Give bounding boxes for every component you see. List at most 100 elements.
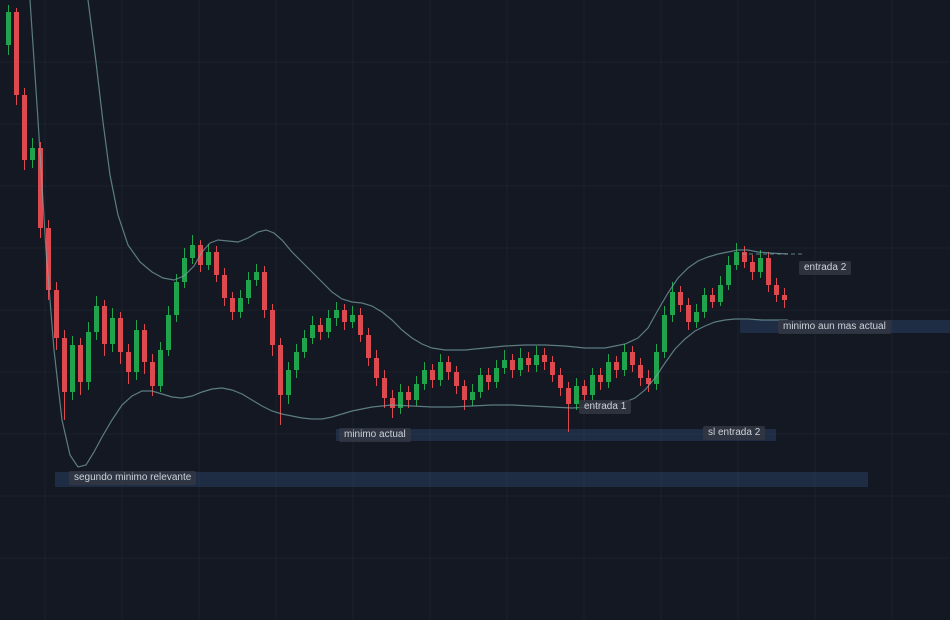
candle-body (6, 12, 11, 45)
candle-body (478, 375, 483, 392)
candle-body (774, 285, 779, 295)
candle-body (558, 375, 563, 388)
candlestick-series (6, 5, 787, 432)
candle-body (30, 148, 35, 160)
candle-body (718, 285, 723, 302)
candle-body (286, 370, 291, 395)
annotation-entrada-2[interactable]: entrada 2 (799, 261, 852, 275)
candle-body (78, 345, 83, 382)
candle-body (494, 368, 499, 382)
candle-body (574, 386, 579, 404)
candle-body (758, 258, 763, 272)
candle-body (742, 252, 747, 262)
candle-body (550, 362, 555, 375)
candle-body (350, 315, 355, 322)
candle-body (294, 352, 299, 370)
annotation-segundo-minimo-relevante[interactable]: segundo minimo relevante (69, 471, 197, 485)
candle-body (190, 245, 195, 258)
candle-body (518, 358, 523, 370)
candle-body (142, 330, 147, 362)
candle-body (606, 362, 611, 382)
candle-body (222, 275, 227, 298)
candle-body (302, 338, 307, 352)
annotation-entrada-1[interactable]: entrada 1 (579, 400, 632, 414)
candle-body (502, 360, 507, 368)
candle-body (270, 310, 275, 345)
candle-body (54, 290, 59, 338)
candle-body (638, 365, 643, 378)
candle-body (526, 358, 531, 365)
annotation-sl-entrada-2[interactable]: sl entrada 2 (703, 426, 766, 440)
zone-minimo-actual[interactable] (336, 429, 776, 441)
candle-body (694, 312, 699, 322)
candle-body (422, 370, 427, 384)
candle-body (646, 378, 651, 384)
candle-body (318, 325, 323, 332)
candle-body (382, 378, 387, 398)
candle-body (166, 315, 171, 350)
candle-body (542, 355, 547, 362)
candle-body (62, 338, 67, 392)
candle-body (462, 386, 467, 400)
candle-body (358, 315, 363, 335)
candle-body (46, 228, 51, 290)
candle-body (598, 375, 603, 382)
candle-body (430, 370, 435, 380)
candle-body (230, 298, 235, 312)
candle-body (38, 148, 43, 228)
candle-body (126, 352, 131, 372)
candle-body (510, 360, 515, 370)
candle-body (134, 330, 139, 372)
candle-body (734, 252, 739, 265)
candle-body (334, 310, 339, 318)
candle-body (470, 392, 475, 400)
candle-body (686, 305, 691, 322)
candle-body (630, 352, 635, 365)
candle-body (702, 295, 707, 312)
candle-body (110, 318, 115, 344)
candle-body (310, 325, 315, 338)
candle-body (750, 262, 755, 272)
annotation-minimo-actual[interactable]: minimo actual (339, 428, 411, 442)
candle-body (486, 375, 491, 382)
candle-body (70, 345, 75, 392)
candle-body (150, 362, 155, 386)
candle-body (566, 388, 571, 404)
candle-body (326, 318, 331, 332)
candle-body (118, 318, 123, 352)
candle-body (582, 386, 587, 395)
candle-body (238, 298, 243, 312)
candle-body (622, 352, 627, 370)
candle-body (766, 258, 771, 285)
candle-body (262, 272, 267, 310)
band-lower-line[interactable] (29, 0, 788, 468)
candle-body (206, 252, 211, 265)
candle-body (182, 258, 187, 282)
candle-body (374, 358, 379, 378)
annotation-minimo-aun-mas-actual[interactable]: minimo aun mas actual (778, 320, 891, 334)
candle-body (534, 355, 539, 365)
candle-body (86, 332, 91, 382)
candle-body (654, 352, 659, 384)
candle-body (254, 272, 259, 280)
candle-body (726, 265, 731, 285)
zone-segundo-minimo-relevante[interactable] (55, 472, 868, 487)
candle-body (22, 95, 27, 160)
candle-body (366, 335, 371, 358)
band-upper-line[interactable] (87, 0, 789, 351)
candle-body (782, 295, 787, 300)
candle-body (102, 306, 107, 344)
candle-body (94, 306, 99, 332)
candle-body (662, 315, 667, 352)
candle-body (710, 295, 715, 302)
candle-body (438, 362, 443, 380)
candle-body (614, 362, 619, 370)
candle-body (278, 345, 283, 395)
candle-body (246, 280, 251, 298)
candle-body (446, 362, 451, 372)
candle-body (398, 392, 403, 408)
